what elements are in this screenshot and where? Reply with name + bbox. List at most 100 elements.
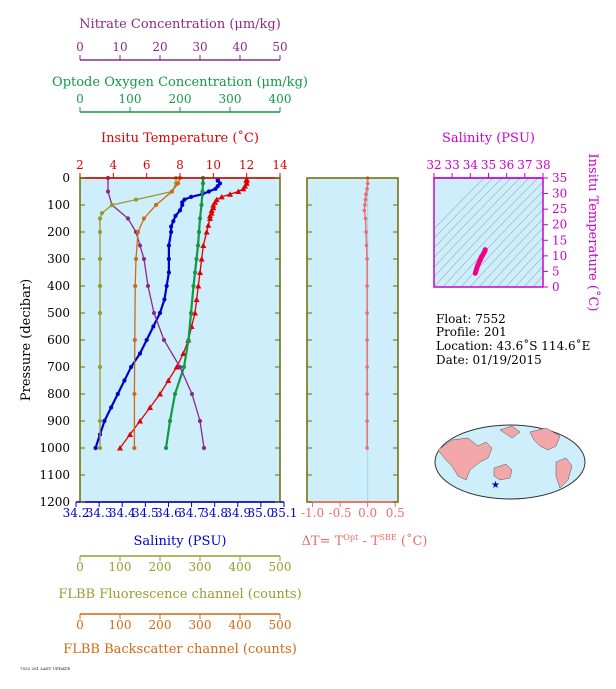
- oxygen-axis-title: Optode Oxygen Concentration (μm/kg): [52, 75, 308, 90]
- temperature-axis-tick-label: 10: [206, 158, 221, 172]
- backscatter-profile-point: [169, 189, 175, 194]
- oxygen-profile-point: [186, 337, 191, 343]
- nitrate-axis-tick-label: 30: [192, 40, 207, 54]
- temperature-profile-point: [137, 418, 143, 424]
- salinity-profile-point: [164, 283, 169, 289]
- nitrate-axis-title: Nitrate Concentration (μm/kg): [79, 17, 281, 32]
- delta-t-point: [365, 419, 369, 423]
- ts-density-contour: [451, 190, 543, 287]
- fluorescence-profile-point: [97, 445, 103, 451]
- backscatter-profile-point: [175, 181, 181, 186]
- oxygen-profile-point: [200, 189, 205, 194]
- backscatter-profile-point: [133, 256, 139, 262]
- nitrate-profile-point: [177, 364, 183, 370]
- oxygen-profile-point: [195, 243, 201, 248]
- backscatter-profile-point: [153, 202, 159, 208]
- float-position-marker: ★: [491, 480, 500, 491]
- temperature-axis-tick-label: 12: [239, 158, 254, 172]
- ts-density-contour: [532, 275, 543, 287]
- delta-t-point: [365, 284, 369, 288]
- ts-diagram-data: [472, 247, 488, 276]
- fluorescence-profile-point: [97, 256, 103, 262]
- temperature-profile-point: [240, 185, 247, 192]
- ts-x-tick-label: 34: [463, 158, 479, 172]
- salinity-profile-point: [129, 364, 134, 370]
- fluorescence-profile-point: [97, 229, 103, 235]
- temperature-profile-point: [197, 269, 203, 275]
- delta-t-axes: -1.0 -0.5 0.0 0.5: [301, 177, 405, 520]
- delta-t-point: [362, 208, 367, 213]
- ts-density-contour: [434, 178, 494, 239]
- ts-density-contour: [514, 256, 543, 287]
- temperature-axis-tick-label: 6: [143, 158, 151, 172]
- salinity-axis-tick-label: 34.8: [201, 506, 228, 520]
- delta-t-point: [364, 230, 368, 234]
- ts-x-tick-label: 35: [481, 158, 496, 172]
- temperature-profile-point: [198, 256, 205, 262]
- fluorescence-axis-tick-label: 300: [189, 560, 212, 574]
- oxygen-profile-point: [192, 270, 198, 275]
- salinity-axis-title: Salinity (PSU): [134, 534, 227, 549]
- nitrate-profile-point: [197, 418, 203, 424]
- ts-y-tick-label: 20: [552, 218, 567, 232]
- salinity-profile-point: [180, 202, 185, 208]
- temperature-profile-point: [157, 391, 163, 397]
- delta-t-axis-tick-label: -1.0: [301, 506, 324, 520]
- fluorescence-profile-point: [97, 364, 103, 370]
- pressure-tick-label: 100: [47, 198, 70, 212]
- map-continent-arctic: [499, 425, 521, 439]
- delta-t-point: [365, 181, 370, 186]
- delta-t-axis-tick-label: 0.0: [358, 506, 377, 520]
- ts-density-contour: [442, 181, 543, 287]
- salinity-profile-point: [144, 337, 149, 343]
- temperature-profile-point: [203, 229, 210, 235]
- fluorescence-profile-line: [99, 178, 177, 448]
- pressure-tick-label: 900: [47, 414, 70, 428]
- temperature-axis-title: Insitu Temperature (˚C): [101, 130, 259, 146]
- nitrate-axis-tick-label: 20: [152, 40, 167, 54]
- delta-t-point: [363, 203, 367, 207]
- temperature-profile-point: [147, 404, 153, 410]
- ts-diagram-ylabel: Insitu Temperature (˚C): [585, 154, 601, 312]
- salinity-axis-tick-label: 34.3: [86, 506, 113, 520]
- backscatter-axis-tick-label: 200: [149, 618, 172, 632]
- delta-t-point: [365, 311, 369, 315]
- profile-number: Profile: 201: [436, 325, 507, 339]
- nitrate-profile-point: [151, 310, 157, 316]
- pressure-tick-label: 300: [47, 252, 70, 266]
- ts-density-contour: [434, 178, 530, 278]
- float-location: Location: 43.6˚S 114.6˚E: [436, 338, 590, 353]
- temperature-axis-tick-label: 2: [76, 158, 84, 172]
- delta-t-axis-tick-label: 0.5: [386, 506, 405, 520]
- delta-t-panel-background: [307, 178, 398, 502]
- temperature-profile-point: [205, 222, 212, 228]
- world-map: ★: [434, 424, 586, 500]
- salinity-profile-point: [157, 310, 163, 316]
- oxygen-profile-point: [163, 445, 169, 451]
- ts-density-contour: [434, 178, 539, 287]
- delta-t-label-sup-sbe: SBE: [380, 533, 397, 542]
- salinity-profile-point: [171, 219, 176, 224]
- ts-density-contour: [434, 178, 485, 230]
- oxygen-profile-point: [188, 310, 194, 316]
- backscatter-axis-tick-label: 0: [76, 618, 84, 632]
- nitrate-profile-point: [189, 391, 195, 397]
- delta-t-point: [365, 446, 369, 450]
- ts-y-tick-label: 30: [552, 187, 567, 201]
- footer-note: 7552 201 LAST UPDATE: [20, 666, 70, 671]
- backscatter-profile-point: [135, 229, 141, 235]
- ts-density-contour: [523, 265, 543, 287]
- oxygen-profile-line: [164, 178, 205, 449]
- salinity-profile-point: [206, 189, 211, 194]
- oxygen-profile-point: [191, 283, 196, 289]
- fluorescence-profile-point: [97, 283, 103, 289]
- oxygen-profile-point: [196, 229, 202, 235]
- salinity-axis-tick-label: 34.6: [155, 506, 182, 520]
- ts-density-contour: [434, 178, 521, 268]
- backscatter-profile-point: [141, 216, 147, 221]
- temperature-profile-point: [180, 350, 187, 356]
- oxygen-profile-point: [194, 256, 199, 262]
- fluorescence-axis-tick-label: 0: [76, 560, 84, 574]
- temperature-profile-point: [192, 310, 198, 316]
- temperature-profile-point: [127, 431, 133, 437]
